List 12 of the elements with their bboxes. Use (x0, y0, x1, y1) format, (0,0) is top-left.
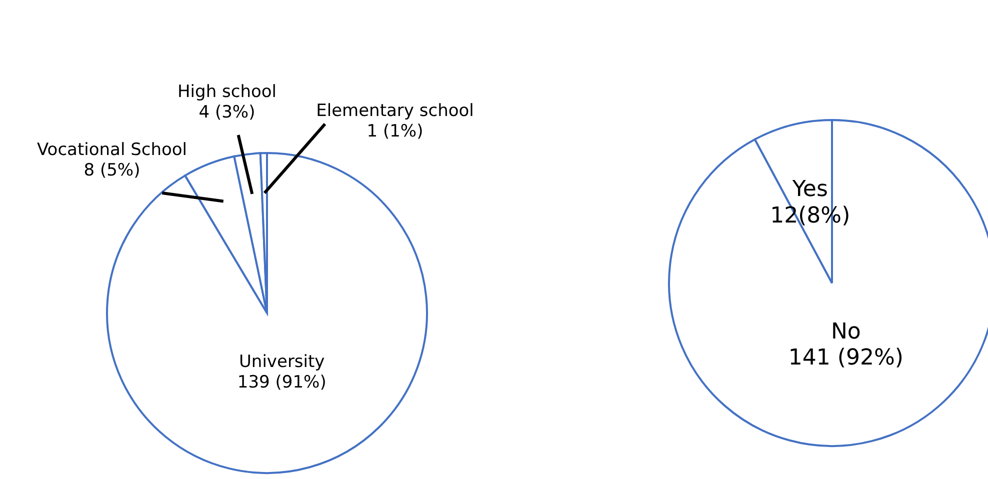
data-label: 8 (5%) (84, 160, 140, 180)
slice-label: No (830, 319, 861, 344)
data-label: 139 (91%) (237, 372, 326, 392)
slice-label: Vocational School (36, 140, 188, 160)
slice-label: Elementary school (316, 101, 474, 121)
data-label: 4 (3%) (198, 102, 256, 122)
pie-slice (184, 155, 268, 314)
data-label: 141 (92%) (788, 346, 904, 371)
slice-label: University (238, 352, 325, 372)
slice-label: High school (178, 82, 276, 102)
data-label: 1 (1%) (366, 121, 424, 142)
slice-label: Yes (791, 177, 828, 202)
